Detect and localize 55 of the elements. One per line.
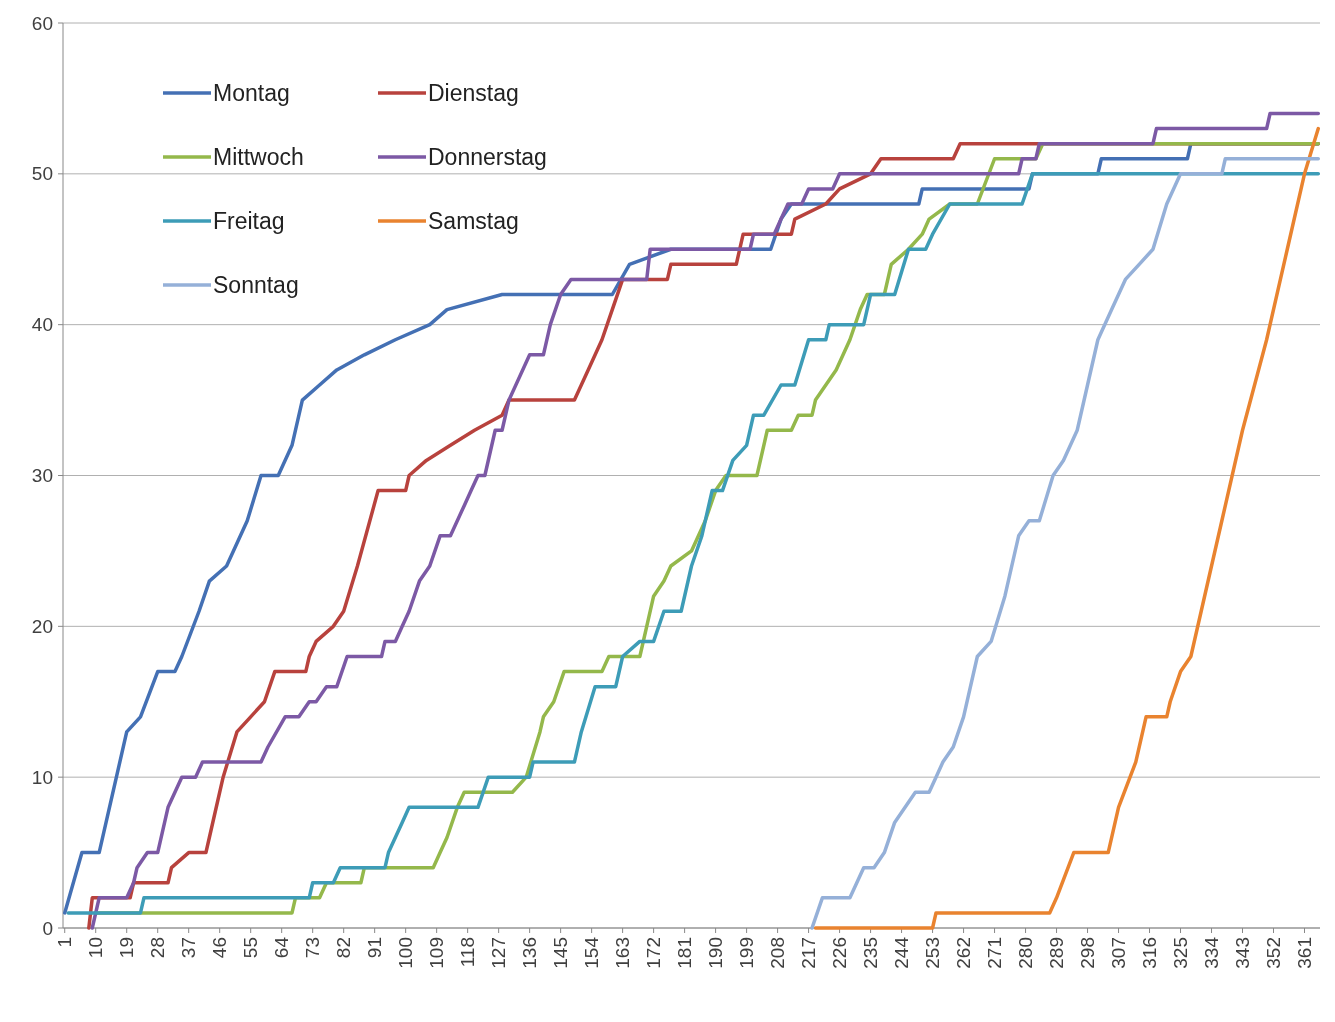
x-tick-label: 280 — [1015, 937, 1037, 969]
x-tick-label: 271 — [984, 937, 1006, 969]
x-tick-label: 10 — [85, 937, 107, 959]
legend-label: Sonntag — [213, 272, 299, 299]
legend-label: Donnerstag — [428, 144, 547, 171]
x-tick-label: 118 — [457, 937, 479, 968]
x-tick-label: 127 — [488, 937, 510, 969]
y-tick-label: 0 — [42, 917, 53, 939]
x-tick-label: 190 — [705, 937, 727, 969]
x-tick-label: 82 — [333, 937, 355, 959]
x-tick-label: 37 — [178, 937, 200, 959]
y-tick-label: 50 — [31, 163, 53, 185]
x-tick-label: 145 — [550, 937, 572, 969]
x-tick-label: 181 — [674, 937, 696, 969]
x-tick-label: 199 — [736, 937, 758, 969]
x-tick-label: 19 — [116, 937, 138, 959]
x-tick-label: 244 — [891, 936, 913, 969]
x-tick-label: 154 — [581, 936, 603, 969]
x-tick-label: 316 — [1139, 937, 1161, 969]
x-tick-label: 325 — [1170, 937, 1192, 969]
x-tick-label: 163 — [612, 937, 634, 969]
x-tick-label: 91 — [364, 937, 386, 959]
x-tick-label: 298 — [1077, 937, 1099, 969]
x-tick-label: 289 — [1046, 937, 1068, 969]
x-tick-label: 343 — [1232, 937, 1254, 969]
x-tick-label: 352 — [1263, 937, 1285, 969]
x-tick-label: 217 — [798, 937, 820, 969]
y-tick-label: 40 — [31, 314, 53, 336]
x-tick-label: 208 — [767, 937, 789, 969]
x-tick-label: 361 — [1294, 937, 1316, 969]
legend-label: Montag — [213, 80, 290, 107]
x-tick-label: 334 — [1201, 936, 1223, 969]
x-tick-label: 100 — [395, 937, 417, 969]
y-tick-label: 60 — [31, 12, 53, 34]
x-tick-label: 235 — [860, 937, 882, 969]
x-tick-label: 226 — [829, 937, 851, 969]
legend-label: Samstag — [428, 208, 519, 235]
x-tick-label: 136 — [519, 937, 541, 969]
x-tick-label: 64 — [271, 936, 293, 959]
x-tick-label: 73 — [302, 937, 324, 959]
y-tick-label: 30 — [31, 465, 53, 487]
x-tick-label: 1 — [54, 937, 76, 948]
x-tick-label: 28 — [147, 937, 169, 959]
x-tick-label: 262 — [953, 937, 975, 969]
x-tick-label: 307 — [1108, 937, 1130, 969]
legend-label: Dienstag — [428, 80, 519, 107]
legend-label: Mittwoch — [213, 144, 304, 171]
x-tick-label: 55 — [240, 937, 262, 959]
x-tick-label: 253 — [922, 937, 944, 969]
x-tick-label: 109 — [426, 937, 448, 969]
y-tick-label: 20 — [31, 615, 53, 637]
legend-label: Freitag — [213, 208, 285, 235]
x-tick-label: 172 — [643, 937, 665, 969]
y-tick-label: 10 — [31, 766, 53, 788]
x-tick-label: 46 — [209, 937, 231, 959]
